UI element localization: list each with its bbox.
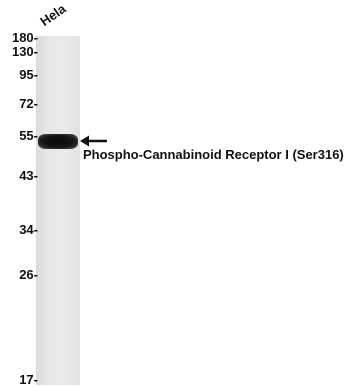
blot-lane xyxy=(36,36,80,385)
marker-label: 180- xyxy=(11,30,38,45)
marker-label: 55- xyxy=(19,128,38,143)
marker-label: 72- xyxy=(19,96,38,111)
target-protein-label: Phospho-Cannabinoid Receptor I (Ser316) xyxy=(83,147,344,162)
marker-label: 17- xyxy=(19,372,38,387)
marker-label: 26- xyxy=(19,267,38,282)
sample-label: Hela xyxy=(37,0,69,30)
marker-label: 95- xyxy=(19,67,38,82)
marker-label: 130- xyxy=(11,44,38,59)
marker-label: 43- xyxy=(19,168,38,183)
arrow-left-icon xyxy=(80,135,107,147)
protein-band xyxy=(38,134,78,149)
marker-label: 34- xyxy=(19,222,38,237)
